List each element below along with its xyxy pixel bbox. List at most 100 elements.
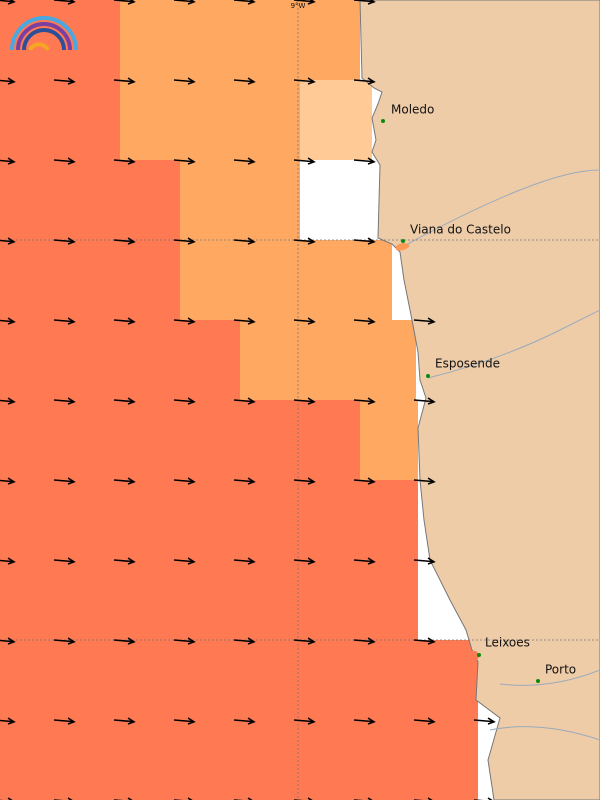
wind-arrow xyxy=(353,557,376,565)
wind-arrow xyxy=(353,717,376,725)
wind-arrow xyxy=(0,717,16,725)
river xyxy=(427,309,600,379)
wind-arrow xyxy=(353,237,376,245)
wind-arrow xyxy=(233,157,256,165)
wind-arrow xyxy=(293,717,316,725)
wind-arrow xyxy=(0,637,16,645)
wind-arrow xyxy=(233,397,256,405)
wind-arrow xyxy=(113,0,136,5)
wind-arrow xyxy=(114,797,133,800)
wave-cell xyxy=(300,80,372,160)
wave-cell xyxy=(120,0,360,80)
wind-arrow xyxy=(113,717,136,725)
river xyxy=(403,169,600,247)
wind-arrow xyxy=(293,557,316,565)
wind-arrow xyxy=(53,157,76,165)
wind-arrow xyxy=(413,637,436,645)
wind-arrow xyxy=(173,0,196,5)
wind-arrow xyxy=(293,397,316,405)
wind-arrow xyxy=(413,557,436,565)
wind-arrow xyxy=(113,477,136,485)
wind-arrow xyxy=(294,797,313,800)
wind-arrow xyxy=(173,557,196,565)
wind-arrow xyxy=(0,157,16,165)
wave-cell xyxy=(0,240,180,320)
wind-arrow xyxy=(233,0,256,5)
wind-arrow xyxy=(53,237,76,245)
wind-arrow xyxy=(113,637,136,645)
wave-cell xyxy=(120,80,300,160)
wind-arrow xyxy=(113,557,136,565)
wind-arrow xyxy=(173,237,196,245)
wave-cell xyxy=(0,400,360,480)
wave-cell xyxy=(0,160,180,240)
wind-arrow xyxy=(413,477,436,485)
wind-arrow xyxy=(113,317,136,325)
wind-arrow xyxy=(474,797,493,800)
place-label: Moledo xyxy=(391,103,434,117)
wind-arrow xyxy=(174,797,193,800)
wind-arrow xyxy=(0,317,16,325)
place-label: Esposende xyxy=(435,357,500,371)
wind-arrow xyxy=(233,317,256,325)
wind-arrow xyxy=(233,237,256,245)
wind-arrow xyxy=(0,797,13,800)
wind-arrow xyxy=(53,557,76,565)
wind-arrow xyxy=(113,157,136,165)
estuary xyxy=(470,650,480,662)
wind-arrow xyxy=(293,237,316,245)
land xyxy=(359,0,600,800)
wind-arrow xyxy=(173,397,196,405)
wind-arrow xyxy=(173,77,196,85)
wind-arrow xyxy=(173,637,196,645)
wind-arrow xyxy=(173,717,196,725)
wind-arrow xyxy=(53,317,76,325)
river xyxy=(489,726,600,741)
wind-arrow xyxy=(53,397,76,405)
wind-arrow xyxy=(233,637,256,645)
wind-arrow xyxy=(414,797,433,800)
wind-arrow xyxy=(173,477,196,485)
wind-arrow xyxy=(53,637,76,645)
wind-arrow xyxy=(233,717,256,725)
wind-arrow xyxy=(233,477,256,485)
wind-arrow xyxy=(173,157,196,165)
place-label: Porto xyxy=(545,663,576,677)
wind-arrow xyxy=(0,477,16,485)
wave-cell xyxy=(0,560,418,640)
wind-arrow xyxy=(293,0,316,5)
wind-arrow xyxy=(113,397,136,405)
place-layer: Moledo Viana do Castelo Esposende Leixoes Po… xyxy=(381,103,576,683)
place-marker xyxy=(477,653,481,657)
place-marker xyxy=(426,374,430,378)
wind-arrow xyxy=(354,797,373,800)
wind-arrow xyxy=(473,717,496,725)
wave-cell xyxy=(360,400,418,480)
wind-arrow xyxy=(0,0,16,5)
river xyxy=(499,669,600,686)
wind-arrow xyxy=(353,397,376,405)
place-marker xyxy=(536,679,540,683)
wind-arrow xyxy=(233,77,256,85)
wave-cell xyxy=(0,640,478,720)
wind-arrow xyxy=(53,0,76,5)
wind-arrow xyxy=(293,637,316,645)
wave-cell xyxy=(180,160,300,240)
wind-arrow xyxy=(353,157,376,165)
wind-arrow xyxy=(0,77,16,85)
place-label: Leixoes xyxy=(485,636,530,650)
wind-arrow xyxy=(54,797,73,800)
wind-arrow xyxy=(173,317,196,325)
wind-arrow xyxy=(0,237,16,245)
wind-arrow xyxy=(233,557,256,565)
wind-arrow xyxy=(353,637,376,645)
wind-arrow xyxy=(353,317,376,325)
wind-arrow xyxy=(353,77,376,85)
wind-arrow xyxy=(353,0,376,5)
wind-arrow xyxy=(0,557,16,565)
wave-cell xyxy=(240,320,416,400)
wind-arrow xyxy=(113,77,136,85)
wave-cell xyxy=(180,240,392,320)
logo xyxy=(10,16,78,52)
wind-arrow xyxy=(293,157,316,165)
